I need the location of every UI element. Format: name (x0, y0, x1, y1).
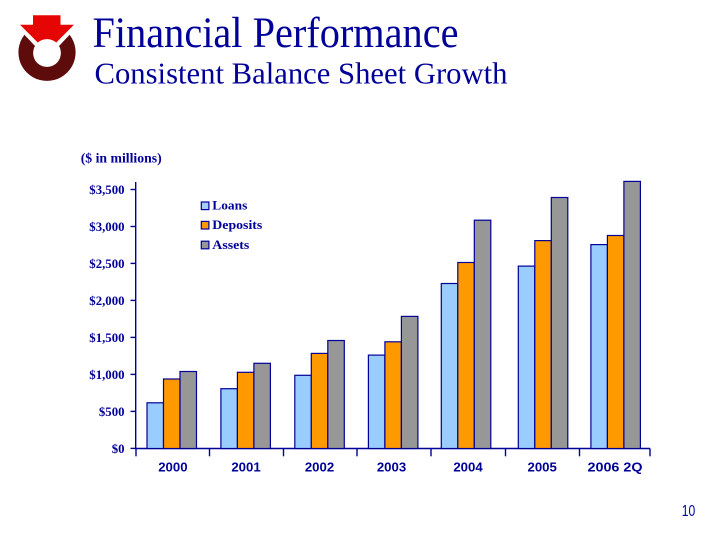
svg-text:$3,500: $3,500 (89, 183, 124, 197)
svg-text:Assets: Assets (212, 237, 249, 252)
svg-text:Financial Performance: Financial Performance (93, 10, 459, 57)
svg-text:2005: 2005 (528, 460, 557, 475)
svg-text:2000: 2000 (158, 460, 187, 475)
svg-text:$1,000: $1,000 (89, 368, 124, 382)
svg-text:$0: $0 (112, 442, 125, 456)
svg-text:2006 2Q: 2006 2Q (588, 460, 643, 475)
svg-text:$500: $500 (99, 405, 125, 419)
svg-text:$1,500: $1,500 (89, 331, 124, 345)
svg-text:2001: 2001 (231, 460, 260, 475)
svg-text:Loans: Loans (212, 198, 247, 213)
svg-text:Consistent Balance Sheet Growt: Consistent Balance Sheet Growth (95, 57, 508, 91)
svg-text:2004: 2004 (453, 460, 483, 475)
svg-text:2003: 2003 (377, 460, 406, 475)
svg-text:2002: 2002 (305, 460, 334, 475)
svg-text:$3,000: $3,000 (89, 220, 124, 234)
svg-text:$2,000: $2,000 (89, 294, 124, 308)
svg-text:10: 10 (682, 503, 696, 520)
svg-text:Deposits: Deposits (212, 217, 262, 232)
svg-text:$2,500: $2,500 (89, 257, 124, 271)
svg-text:($ in millions): ($ in millions) (81, 152, 162, 167)
